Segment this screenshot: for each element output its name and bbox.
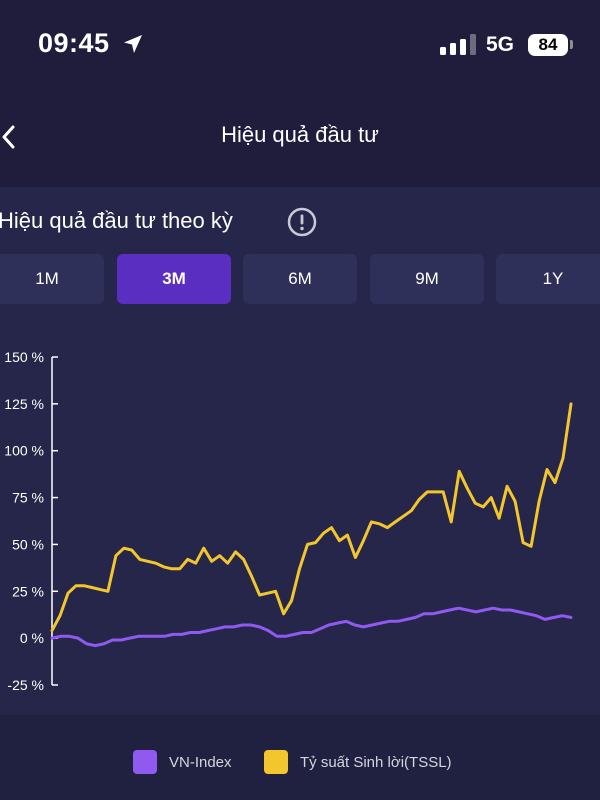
section-title: Hiệu quả đầu tư theo kỳ — [0, 208, 233, 233]
battery-level: 84 — [538, 35, 558, 54]
legend-area — [0, 715, 600, 800]
y-tick-label: 125 % — [4, 396, 44, 412]
battery-indicator: 84 — [528, 34, 568, 56]
y-tick-label: 150 % — [4, 349, 44, 365]
legend-swatch-vn-index — [133, 750, 157, 774]
y-tick-label: -25 % — [7, 677, 44, 693]
tab-9m[interactable]: 9M — [370, 254, 484, 304]
tab-1m[interactable]: 1M — [0, 254, 104, 304]
tab-1y[interactable]: 1Y — [496, 254, 600, 304]
battery-cap — [570, 40, 573, 49]
y-tick-label: 100 % — [4, 443, 44, 459]
legend-swatch-tssl — [264, 750, 288, 774]
series-line-vn-index — [50, 606, 573, 648]
legend-item-tssl: Tỷ suất Sinh lời(TSSL) — [264, 750, 452, 774]
legend-label-tssl: Tỷ suất Sinh lời(TSSL) — [300, 753, 452, 771]
tab-3m[interactable]: 3M — [117, 254, 231, 304]
y-tick-label: 0 % — [20, 630, 44, 646]
y-tick-label: 50 % — [12, 536, 44, 552]
legend-item-vn-index: VN-Index — [133, 750, 232, 774]
y-tick-label: 75 % — [12, 490, 44, 506]
status-time: 09:45 — [38, 28, 110, 58]
nav-header: Hiệu quả đầu tư — [0, 100, 600, 176]
status-bar: 09:45 5G 84 — [0, 0, 600, 92]
network-type: 5G — [486, 33, 515, 56]
y-tick-label: 25 % — [12, 583, 44, 599]
tab-6m[interactable]: 6M — [243, 254, 357, 304]
cellular-signal-icon — [440, 34, 476, 55]
location-arrow-icon — [124, 35, 142, 53]
legend-label-vn-index: VN-Index — [169, 753, 232, 771]
series-line-tssl — [50, 402, 573, 633]
info-icon[interactable] — [287, 207, 317, 237]
back-chevron-icon[interactable] — [0, 123, 18, 151]
page-title: Hiệu quả đầu tư — [221, 122, 379, 147]
